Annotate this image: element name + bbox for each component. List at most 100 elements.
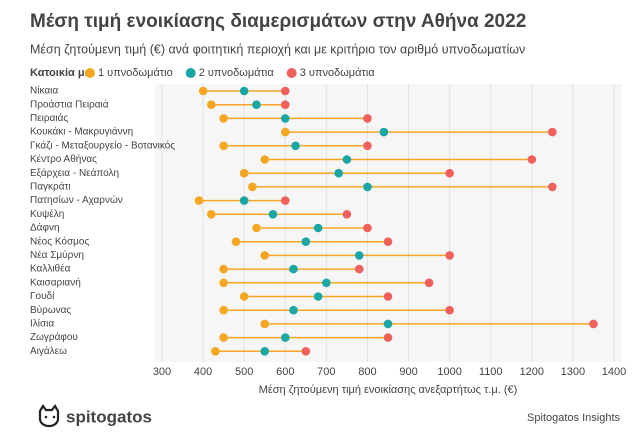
y-tick-label: Κέντρο Αθήνας: [30, 153, 97, 165]
dot: [527, 155, 537, 164]
dot: [280, 127, 290, 137]
dot: [363, 141, 372, 151]
dot: [260, 251, 270, 260]
legend-label: 2 υπνοδωμάτια: [199, 67, 275, 79]
dot: [260, 155, 270, 164]
dot: [207, 210, 216, 219]
dot: [363, 182, 372, 192]
dot: [548, 127, 557, 137]
x-axis-label: Μέση ζητούμενη τιμή ενοικίασης ανεξαρτήτ…: [259, 384, 518, 396]
dot: [239, 86, 249, 96]
y-tick-label: Παγκράτι: [30, 181, 71, 193]
dot: [231, 237, 241, 246]
dot: [313, 292, 323, 301]
dot: [280, 86, 290, 96]
dot: [252, 223, 261, 233]
dot: [239, 168, 249, 178]
y-tick-label: Καλλιθέα: [30, 263, 71, 275]
dot: [219, 141, 228, 151]
legend-marker: [185, 68, 196, 78]
dot: [280, 100, 290, 109]
x-tick-label: 900: [399, 366, 417, 378]
dot: [194, 196, 204, 205]
dot: [445, 251, 454, 260]
dot: [219, 305, 228, 315]
y-tick-label: Νέος Κόσμος: [30, 235, 89, 247]
plot-area: [155, 84, 622, 362]
x-tick-label: 1000: [437, 366, 461, 378]
dot: [354, 264, 364, 274]
dot: [280, 196, 290, 205]
dot: [219, 264, 228, 274]
dot: [383, 319, 393, 329]
dot: [589, 319, 598, 329]
y-tick-label: Νέα Σμύρνη: [30, 249, 84, 261]
chart-title: Μέση τιμή ενοικίασης διαμερισμάτων στην …: [30, 11, 526, 32]
chart-subtitle: Μέση ζητούμενη τιμή (€) ανά φοιτητική πε…: [30, 42, 525, 56]
x-tick-label: 1300: [561, 366, 585, 378]
y-tick-label: Γουδί: [30, 290, 55, 302]
y-tick-label: Ζωγράφου: [30, 331, 78, 343]
dot: [379, 127, 389, 137]
y-tick-label: Αιγάλεω: [30, 345, 67, 357]
y-tick-label: Νίκαια: [30, 85, 58, 97]
dot: [445, 168, 454, 178]
x-tick-label: 500: [235, 366, 253, 378]
dot: [280, 333, 290, 342]
source: Spitogatos Insights: [527, 412, 620, 424]
y-tick-label: Βύρωνας: [30, 304, 71, 316]
y-tick-label: Κυψέλη: [30, 208, 64, 220]
legend-marker: [85, 68, 95, 78]
dot: [239, 196, 249, 205]
dot: [291, 141, 300, 151]
legend-label: 1 υπνοδωμάτιο: [98, 67, 173, 79]
x-tick-label: 700: [317, 366, 335, 378]
dot: [342, 210, 352, 219]
dot: [219, 278, 228, 288]
dot: [211, 347, 220, 356]
x-tick-label: 300: [153, 366, 171, 378]
dot: [548, 182, 557, 192]
x-tick-label: 1100: [479, 366, 503, 378]
dot: [248, 182, 257, 192]
y-tick-label: Καισαριανή: [30, 276, 81, 288]
legend-label: 3 υπνοδωμάτια: [300, 67, 376, 79]
dot: [424, 278, 434, 288]
dot: [260, 347, 270, 356]
dot: [383, 292, 393, 301]
legend-marker: [286, 68, 297, 78]
dot: [334, 168, 343, 178]
y-tick-label: Ιλίσια: [30, 318, 54, 330]
dot: [260, 319, 270, 329]
dot: [289, 305, 298, 315]
dot: [289, 264, 298, 274]
dot: [445, 305, 454, 315]
dot: [383, 237, 393, 246]
y-tick-label: Προάστια Πειραιά: [30, 98, 109, 110]
dot: [354, 251, 364, 260]
x-tick-label: 400: [194, 366, 212, 378]
dot: [383, 333, 393, 342]
dot: [207, 100, 216, 109]
dot: [219, 333, 228, 342]
dot: [301, 237, 311, 246]
x-tick-label: 1200: [520, 366, 544, 378]
dot: [313, 223, 323, 233]
legend-title: Κατοικία με: [30, 67, 91, 79]
dot: [322, 278, 331, 288]
y-tick-label: Γκάζι - Μεταξουργείο - Βοτανικός: [30, 139, 175, 151]
y-tick-label: Πειραιάς: [30, 112, 68, 124]
dot: [268, 210, 278, 219]
dot: [280, 114, 290, 123]
dot: [363, 223, 372, 233]
dot: [342, 155, 352, 164]
dot: [219, 114, 228, 123]
y-tick-label: Κουκάκι - Μακρυγιάννη: [30, 126, 133, 138]
brand-name: spitogatos: [66, 407, 152, 426]
dot: [239, 292, 249, 301]
y-tick-label: Πατησίων - Αχαρνών: [30, 194, 123, 206]
dot: [301, 347, 311, 356]
brand-logo: [38, 404, 60, 428]
dot: [363, 114, 372, 123]
